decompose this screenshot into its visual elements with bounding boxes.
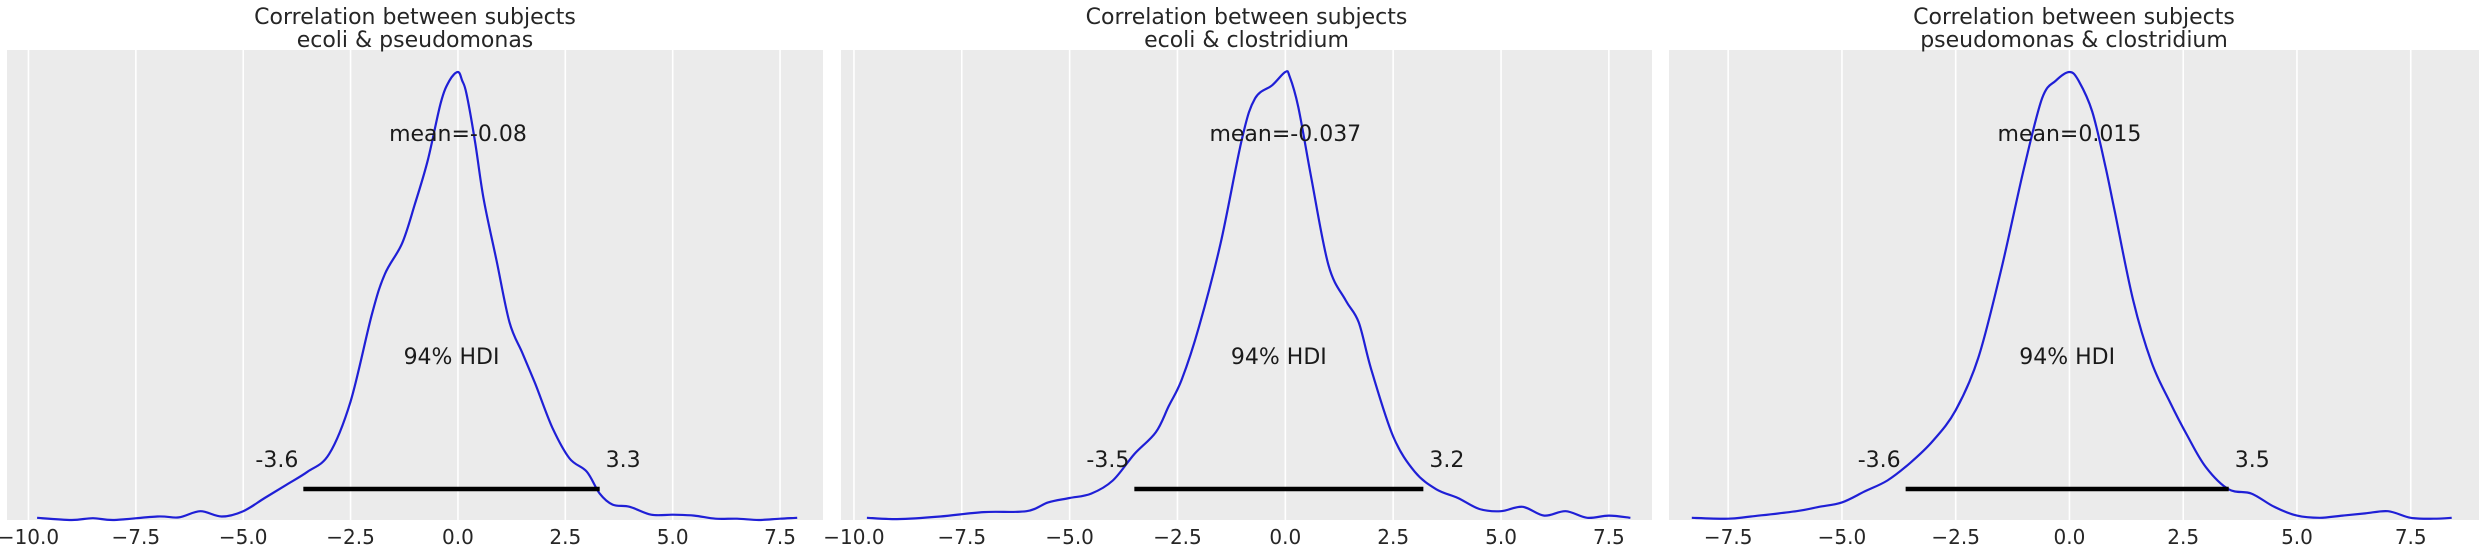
x-tick-label: 5.0	[657, 525, 689, 549]
chart-title-line1: Correlation between subjects	[1913, 5, 2235, 30]
hdi-low-label: -3.5	[1086, 448, 1129, 473]
chart-panel-2: −10.0 −7.5 −5.0 −2.5 0.0 2.5 5.0 7.5 Correlation…	[823, 5, 1652, 549]
x-tick-label: −5.0	[219, 525, 268, 549]
hdi-high-label: 3.2	[1429, 448, 1464, 473]
x-tick-label: −2.5	[1931, 525, 1980, 549]
chart-panel-3: −7.5 −5.0 −2.5 0.0 2.5 5.0 7.5 Correlation betw…	[1669, 5, 2479, 549]
x-tick-label: −7.5	[1704, 525, 1753, 549]
x-tick-label: −7.5	[112, 525, 161, 549]
x-tick-label: 0.0	[442, 525, 474, 549]
plot-background	[1669, 50, 2479, 520]
mean-label: mean=0.015	[1998, 122, 2142, 147]
chart-panel-1: −10.0 −7.5 −5.0 −2.5 0.0 2.5 5.0 7.5 Correlation…	[0, 5, 823, 549]
x-tick-label: 2.5	[549, 525, 581, 549]
chart-title-line1: Correlation between subjects	[254, 5, 576, 30]
hdi-high-label: 3.5	[2235, 448, 2270, 473]
x-tick-label: 7.5	[764, 525, 796, 549]
hdi-low-label: -3.6	[1858, 448, 1901, 473]
plot-background	[7, 50, 823, 520]
x-tick-label: 5.0	[1485, 525, 1517, 549]
x-tick-label: −5.0	[1818, 525, 1867, 549]
chart-title-line2: pseudomonas & clostridium	[1920, 28, 2228, 53]
x-tick-label: −2.5	[1153, 525, 1202, 549]
x-tick-label: 5.0	[2281, 525, 2313, 549]
x-tick-label: 7.5	[1593, 525, 1625, 549]
mean-label: mean=-0.037	[1209, 122, 1361, 147]
x-tick-label: 2.5	[1377, 525, 1409, 549]
hdi-low-label: -3.6	[255, 448, 298, 473]
hdi-caption: 94% HDI	[404, 345, 500, 370]
x-tick-label: −7.5	[937, 525, 986, 549]
mean-label: mean=-0.08	[389, 122, 527, 147]
x-tick-label: −10.0	[823, 525, 884, 549]
hdi-caption: 94% HDI	[2019, 345, 2115, 370]
x-tick-label: −5.0	[1045, 525, 1094, 549]
density-curve	[37, 70, 798, 522]
density-curve	[866, 70, 1631, 521]
x-tick-label: 0.0	[2054, 525, 2086, 549]
x-tick-label: −10.0	[0, 525, 59, 549]
x-tick-label: 2.5	[2167, 525, 2199, 549]
hdi-caption: 94% HDI	[1231, 345, 1327, 370]
plot-background	[841, 50, 1652, 520]
chart-title-line1: Correlation between subjects	[1086, 5, 1408, 30]
density-curve	[1691, 70, 2452, 520]
x-tick-label: 0.0	[1269, 525, 1301, 549]
chart-title-line2: ecoli & pseudomonas	[297, 28, 534, 53]
chart-title-line2: ecoli & clostridium	[1144, 28, 1349, 53]
hdi-high-label: 3.3	[606, 448, 641, 473]
x-tick-label: −2.5	[326, 525, 375, 549]
x-tick-label: 7.5	[2395, 525, 2427, 549]
